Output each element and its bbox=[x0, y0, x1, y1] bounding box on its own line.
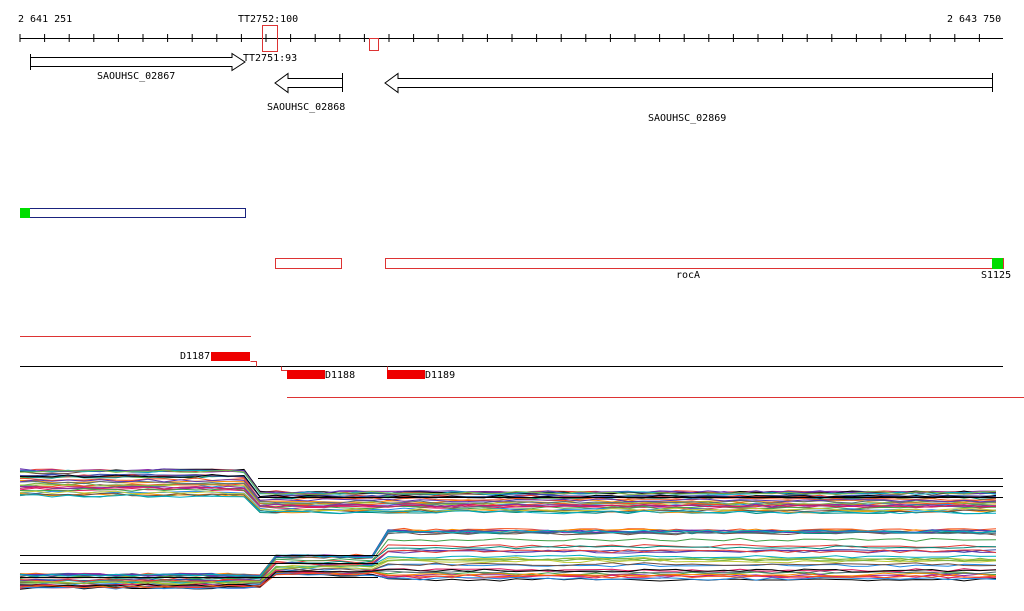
ruler-marker: TT2752:100 bbox=[238, 14, 298, 25]
trace bbox=[19, 469, 997, 496]
trace bbox=[19, 473, 997, 499]
tss-marker bbox=[20, 208, 30, 218]
terminator-box bbox=[369, 38, 379, 51]
segment bbox=[387, 370, 425, 379]
gene-arrow bbox=[30, 52, 246, 72]
segment-label: D1187 bbox=[180, 351, 210, 362]
trace bbox=[19, 557, 997, 584]
trace bbox=[19, 549, 997, 583]
trace bbox=[19, 554, 997, 584]
tss-marker bbox=[992, 258, 1003, 269]
trace bbox=[19, 573, 997, 590]
gene-arrow bbox=[274, 72, 343, 94]
trace bbox=[19, 486, 997, 508]
expression-traces bbox=[19, 468, 1003, 590]
transcript-label: rocA bbox=[676, 270, 700, 281]
terminator-label: TT2751:93 bbox=[243, 53, 297, 64]
terminator-box bbox=[262, 25, 278, 52]
trace bbox=[19, 571, 997, 589]
trace bbox=[19, 529, 997, 577]
trace bbox=[19, 478, 997, 503]
trace bbox=[19, 490, 997, 512]
trace bbox=[19, 494, 997, 515]
segment-label: D1189 bbox=[425, 370, 455, 381]
trace bbox=[19, 559, 997, 585]
trace bbox=[19, 568, 997, 588]
transcript bbox=[385, 258, 1004, 269]
transcript-label: S1125 bbox=[981, 270, 1011, 281]
gene-label: SAOUHSC_02867 bbox=[97, 71, 175, 82]
trace bbox=[19, 479, 997, 504]
transcript bbox=[275, 258, 342, 269]
segment bbox=[287, 370, 325, 379]
segment-connector bbox=[250, 361, 388, 371]
gene-label: SAOUHSC_02868 bbox=[267, 102, 345, 113]
trace bbox=[19, 530, 997, 578]
trace bbox=[19, 480, 997, 504]
gene-arrow bbox=[384, 72, 993, 94]
ruler-start: 2 641 251 bbox=[18, 14, 72, 25]
ruler bbox=[19, 34, 1003, 42]
ruler-end: 2 643 750 bbox=[947, 14, 1001, 25]
segment bbox=[211, 352, 250, 361]
gene-label: SAOUHSC_02869 bbox=[648, 113, 726, 124]
trace bbox=[19, 485, 997, 508]
trace bbox=[19, 529, 997, 577]
trace bbox=[19, 568, 997, 588]
trace bbox=[19, 469, 997, 495]
segment-label: D1188 bbox=[325, 370, 355, 381]
